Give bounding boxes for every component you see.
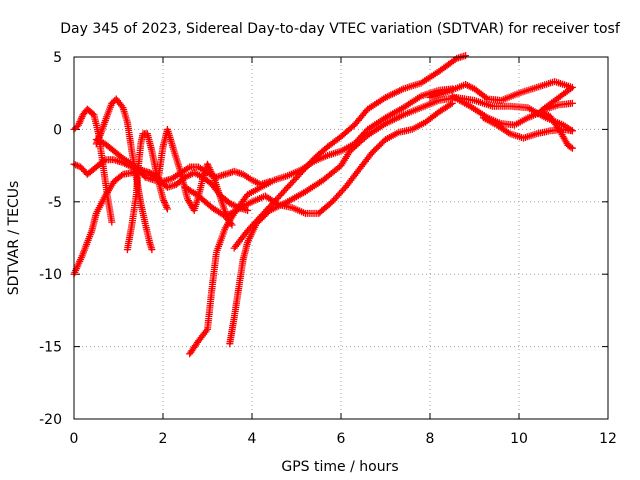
data-point <box>334 191 342 199</box>
data-point <box>282 185 290 193</box>
data-point <box>118 172 125 179</box>
data-point <box>263 206 271 214</box>
data-point <box>248 222 256 230</box>
data-point <box>291 175 299 183</box>
series-track-10 <box>230 52 470 252</box>
plot-frame <box>73 56 609 420</box>
data-point <box>328 198 336 206</box>
data-point <box>307 158 315 166</box>
x-tick-label: 10 <box>510 431 528 447</box>
data-point <box>247 224 254 231</box>
x-tick-label: 6 <box>337 431 346 447</box>
data-point <box>163 205 171 213</box>
chart-title: Day 345 of 2023, Sidereal Day-to-day VTE… <box>60 21 621 37</box>
y-tick-label: -20 <box>39 412 62 428</box>
data-point <box>448 99 456 107</box>
data-point <box>148 246 156 254</box>
data-point <box>255 214 263 222</box>
data-point <box>281 187 289 194</box>
data-point <box>300 166 308 174</box>
data-point <box>108 218 116 226</box>
data-point <box>244 207 252 214</box>
data-point <box>462 52 470 60</box>
data-point <box>254 216 262 223</box>
tick-labels: 0 2 4 6 8 10 12 -20 -15 -10 -5 0 5 <box>39 50 617 447</box>
data-point <box>330 196 338 204</box>
data-point <box>301 164 309 172</box>
data-point <box>272 196 280 204</box>
data-point <box>72 161 80 169</box>
y-tick-label: 5 <box>53 50 62 66</box>
y-tick-label: -15 <box>39 340 62 356</box>
y-tick-label: -5 <box>48 195 62 211</box>
data-point <box>163 203 171 211</box>
data-point <box>337 188 345 196</box>
data-point <box>266 203 274 211</box>
x-tick-label: 12 <box>599 431 617 447</box>
data-point <box>298 167 306 175</box>
data-point <box>275 193 283 201</box>
data-point <box>273 195 281 203</box>
data-point <box>276 191 284 199</box>
data-point <box>303 162 311 170</box>
data-point <box>290 177 297 185</box>
data-point <box>264 204 272 212</box>
data-point <box>568 144 576 152</box>
data-point <box>284 183 292 191</box>
data-point <box>252 217 260 225</box>
x-tick-label: 8 <box>426 431 435 447</box>
y-tick-label: -10 <box>39 267 62 283</box>
x-tick-label: 4 <box>248 431 257 447</box>
y-tick-label: 0 <box>53 122 62 138</box>
series-track-7 <box>186 85 456 358</box>
data-point <box>568 99 576 107</box>
data-point <box>567 143 575 151</box>
data-point <box>297 169 305 177</box>
y-axis-label: SDTVAR / TECUs <box>6 181 22 296</box>
series-track-8 <box>226 94 576 348</box>
data-point <box>293 174 300 182</box>
x-tick-label: 2 <box>159 431 168 447</box>
data-point <box>568 127 576 135</box>
x-tick-label: 0 <box>70 431 79 447</box>
series-track-9 <box>181 99 456 220</box>
data-point <box>285 182 293 190</box>
data-point <box>267 201 275 209</box>
plot-series <box>70 52 576 358</box>
data-point <box>257 212 265 220</box>
series-track-13 <box>479 114 576 142</box>
series-track-6 <box>92 125 236 229</box>
x-axis-label: GPS time / hours <box>281 459 398 475</box>
